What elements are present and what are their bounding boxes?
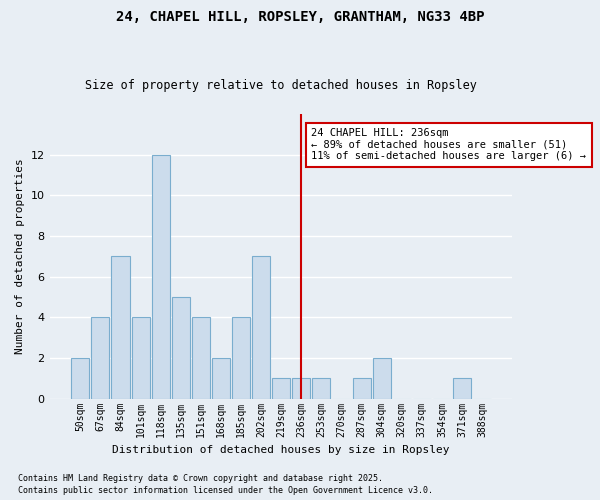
Bar <box>292 378 310 398</box>
Bar <box>91 318 109 398</box>
Bar <box>373 358 391 399</box>
Bar <box>71 358 89 399</box>
Bar <box>232 318 250 398</box>
Bar <box>252 256 270 398</box>
Text: Contains HM Land Registry data © Crown copyright and database right 2025.
Contai: Contains HM Land Registry data © Crown c… <box>18 474 433 495</box>
Bar <box>313 378 331 398</box>
Title: Size of property relative to detached houses in Ropsley: Size of property relative to detached ho… <box>85 79 477 92</box>
Bar <box>172 297 190 398</box>
Bar <box>112 256 130 398</box>
Text: 24, CHAPEL HILL, ROPSLEY, GRANTHAM, NG33 4BP: 24, CHAPEL HILL, ROPSLEY, GRANTHAM, NG33… <box>116 10 484 24</box>
Bar <box>272 378 290 398</box>
Bar <box>131 318 149 398</box>
Y-axis label: Number of detached properties: Number of detached properties <box>15 158 25 354</box>
Bar <box>212 358 230 399</box>
Bar <box>453 378 471 398</box>
Bar <box>353 378 371 398</box>
Text: 24 CHAPEL HILL: 236sqm
← 89% of detached houses are smaller (51)
11% of semi-det: 24 CHAPEL HILL: 236sqm ← 89% of detached… <box>311 128 586 162</box>
Bar <box>192 318 210 398</box>
X-axis label: Distribution of detached houses by size in Ropsley: Distribution of detached houses by size … <box>112 445 450 455</box>
Bar <box>152 154 170 398</box>
